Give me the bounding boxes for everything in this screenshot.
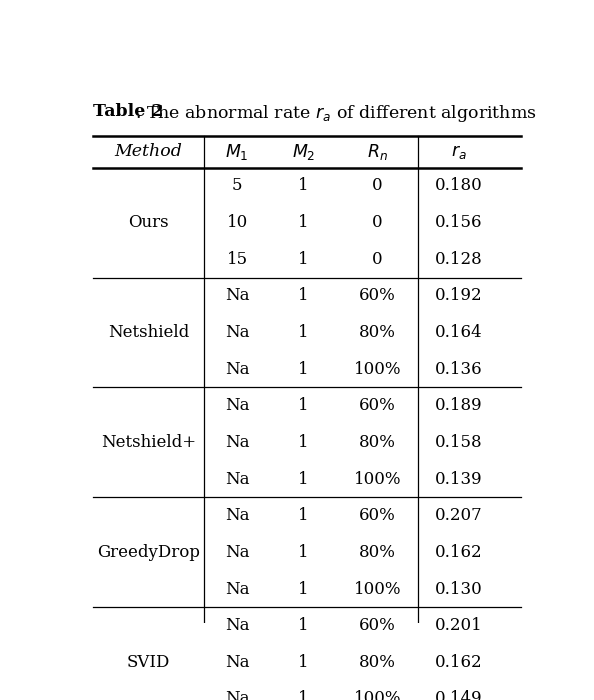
Text: Ours: Ours [128, 214, 169, 231]
Text: Na: Na [225, 508, 249, 524]
Text: 1: 1 [298, 617, 309, 634]
Text: 0: 0 [372, 177, 383, 195]
Text: 0: 0 [372, 251, 383, 267]
Text: Na: Na [225, 654, 249, 671]
Text: 0.180: 0.180 [435, 177, 482, 195]
Text: 0: 0 [372, 214, 383, 231]
Text: 60%: 60% [359, 617, 396, 634]
Text: 60%: 60% [359, 287, 396, 304]
Text: Na: Na [225, 544, 249, 561]
Text: 60%: 60% [359, 508, 396, 524]
Text: 0.207: 0.207 [435, 508, 482, 524]
Text: $M_2$: $M_2$ [292, 142, 315, 162]
Text: 1: 1 [298, 544, 309, 561]
Text: 0.164: 0.164 [435, 324, 482, 341]
Text: 0.128: 0.128 [435, 251, 482, 267]
Text: 0.162: 0.162 [435, 654, 482, 671]
Text: Na: Na [225, 690, 249, 700]
Text: 1: 1 [298, 177, 309, 195]
Text: $R_n$: $R_n$ [367, 142, 388, 162]
Text: 80%: 80% [359, 324, 396, 341]
Text: 1: 1 [298, 287, 309, 304]
Text: 5: 5 [232, 177, 242, 195]
Text: 100%: 100% [353, 690, 401, 700]
Text: 0.158: 0.158 [435, 434, 482, 451]
Text: $r_a$: $r_a$ [451, 143, 467, 161]
Text: 1: 1 [298, 251, 309, 267]
Text: 100%: 100% [353, 360, 401, 377]
Text: 0.189: 0.189 [435, 398, 482, 414]
Text: 1: 1 [298, 324, 309, 341]
Text: 0.149: 0.149 [435, 690, 482, 700]
Text: 60%: 60% [359, 398, 396, 414]
Text: SVID: SVID [127, 654, 170, 671]
Text: 80%: 80% [359, 544, 396, 561]
Text: 1: 1 [298, 690, 309, 700]
Text: Netshield: Netshield [108, 324, 189, 341]
Text: 0.136: 0.136 [435, 360, 482, 377]
Text: 0.162: 0.162 [435, 544, 482, 561]
Text: Na: Na [225, 398, 249, 414]
Text: 100%: 100% [353, 470, 401, 488]
Text: 10: 10 [226, 214, 248, 231]
Text: 15: 15 [226, 251, 248, 267]
Text: 1: 1 [298, 214, 309, 231]
Text: Na: Na [225, 617, 249, 634]
Text: Table 2: Table 2 [93, 103, 163, 120]
Text: . The abnormal rate $r_a$ of different algorithms: . The abnormal rate $r_a$ of different a… [135, 103, 537, 124]
Text: Netshield+: Netshield+ [101, 434, 196, 451]
Text: 100%: 100% [353, 580, 401, 598]
Text: Na: Na [225, 360, 249, 377]
Text: 1: 1 [298, 580, 309, 598]
Text: 80%: 80% [359, 654, 396, 671]
Text: GreedyDrop: GreedyDrop [97, 544, 200, 561]
Text: 0.192: 0.192 [435, 287, 482, 304]
Text: 1: 1 [298, 654, 309, 671]
Text: 1: 1 [298, 360, 309, 377]
Text: 1: 1 [298, 508, 309, 524]
Text: 1: 1 [298, 434, 309, 451]
Text: Na: Na [225, 434, 249, 451]
Text: 80%: 80% [359, 434, 396, 451]
Text: 0.130: 0.130 [435, 580, 482, 598]
Text: Na: Na [225, 324, 249, 341]
Text: Na: Na [225, 580, 249, 598]
Text: 0.139: 0.139 [435, 470, 482, 488]
Text: Method: Method [115, 144, 182, 160]
Text: $M_1$: $M_1$ [225, 142, 249, 162]
Text: Na: Na [225, 287, 249, 304]
Text: 1: 1 [298, 470, 309, 488]
Text: 1: 1 [298, 398, 309, 414]
Text: 0.201: 0.201 [435, 617, 482, 634]
Text: Na: Na [225, 470, 249, 488]
Text: 0.156: 0.156 [435, 214, 482, 231]
